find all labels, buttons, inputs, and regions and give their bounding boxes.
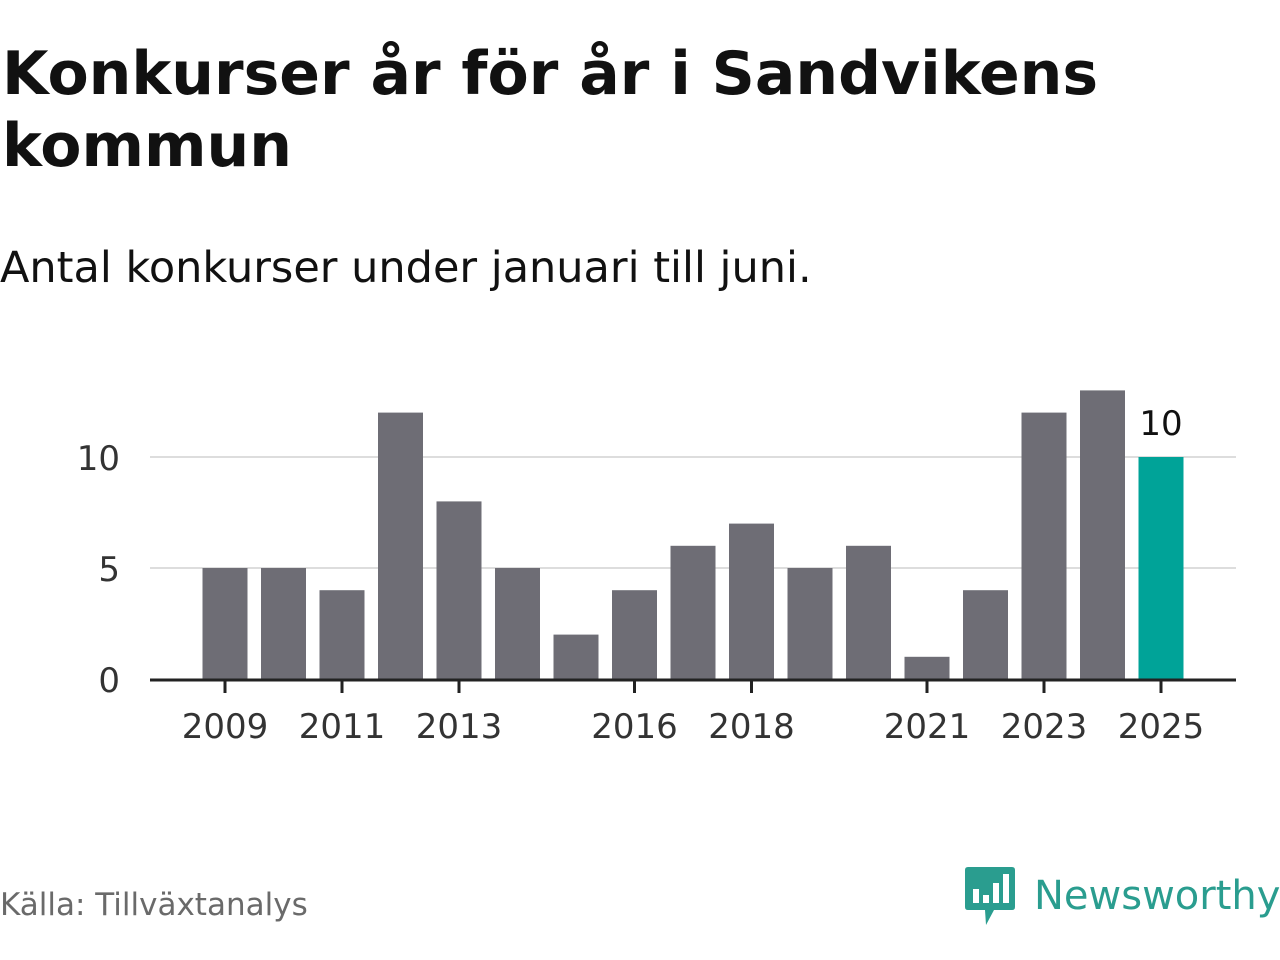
newsworthy-logo-icon [965, 867, 1015, 925]
bar-2020 [846, 545, 891, 679]
chart-subtitle: Antal konkurser under januari till juni. [0, 243, 812, 293]
bar-2013 [436, 501, 482, 679]
data-label-highlight: 10 [1139, 404, 1182, 444]
x-tick-label: 2018 [708, 707, 795, 747]
bar-2018 [729, 523, 774, 679]
bar-2010 [261, 568, 306, 679]
bar-2012 [378, 412, 423, 679]
x-tick-label: 2023 [1001, 707, 1088, 747]
chart-title: Konkurser år för år i Sandvikens kommun [2, 39, 1099, 181]
source-note: Källa: Tillväxtanalys [0, 887, 308, 923]
bar-2024 [1080, 390, 1125, 679]
y-tick-label: 5 [98, 550, 120, 590]
bar-2021 [904, 656, 950, 679]
bars [202, 390, 1184, 679]
x-tick-label: 2016 [591, 707, 678, 747]
y-tick-label: 0 [98, 661, 120, 701]
y-tick-label: 10 [77, 439, 120, 479]
labels: 0 5 10 2009 2011 2013 2016 2018 2021 2023 2025 10 [77, 404, 1205, 747]
axes [150, 678, 1236, 693]
bar-2009 [202, 568, 248, 679]
bar-2015 [553, 634, 599, 679]
brand-name: Newsworthy [1034, 873, 1280, 919]
x-tick-label: 2013 [416, 707, 503, 747]
bar-2022 [963, 590, 1008, 679]
bar-2019 [787, 568, 833, 679]
x-tick-label: 2009 [182, 707, 269, 747]
bar-2017 [670, 545, 716, 679]
brand[interactable]: Newsworthy [964, 864, 1280, 928]
bar-2025 [1138, 457, 1184, 679]
bar-chart: 0 5 10 2009 2011 2013 2016 2018 2021 2023 2025 10 [77, 390, 1236, 747]
x-tick-label: 2025 [1118, 707, 1205, 747]
x-tick-label: 2021 [884, 707, 971, 747]
bar-2016 [612, 590, 657, 679]
x-tick-label: 2011 [299, 707, 386, 747]
bar-2011 [319, 590, 365, 679]
bar-2014 [495, 568, 540, 679]
bar-2023 [1021, 412, 1067, 679]
